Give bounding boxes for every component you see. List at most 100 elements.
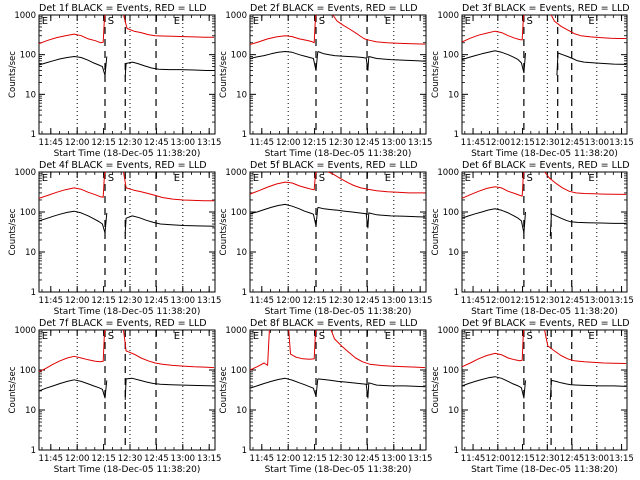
lld-line <box>123 172 215 202</box>
x-axis-label: Start Time (18-Dec-05 11:38:20) <box>471 465 618 475</box>
x-tick-label: 13:00 <box>171 138 196 148</box>
x-tick-label: 11:45 <box>39 296 64 306</box>
x-tick-label: 12:30 <box>329 296 354 306</box>
y-tick-label: 1000 <box>437 326 459 336</box>
x-tick-label: 12:30 <box>118 138 143 148</box>
interval-flag-e: E <box>385 173 391 184</box>
lld-series <box>250 330 426 371</box>
x-tick-label: 13:15 <box>609 454 634 464</box>
panel-title: Det 6f BLACK = Events, RED = LLD <box>462 160 630 171</box>
interval-flag-e: E <box>253 16 259 27</box>
events-series <box>462 208 627 237</box>
lld-line <box>123 330 215 369</box>
detector-panel-9: Det 9f BLACK = Events, RED = LLD 1 10 100 10… <box>431 318 634 475</box>
x-tick-label: 12:15 <box>302 454 327 464</box>
x-tick-label: 11:45 <box>250 138 275 148</box>
x-tick-label: 13:00 <box>585 454 610 464</box>
plot-frame <box>461 14 628 135</box>
interval-flag-e: E <box>385 331 391 342</box>
x-tick-label: 12:00 <box>65 296 90 306</box>
y-axis-label: Counts/sec <box>8 51 18 98</box>
x-tick-label: 12:30 <box>329 138 354 148</box>
interval-flag-e: E <box>465 331 471 342</box>
lld-series <box>462 330 627 368</box>
lld-line <box>250 330 270 371</box>
y-tick-label: 1 <box>31 130 36 140</box>
lld-series <box>39 330 215 373</box>
y-tick-label: 10 <box>448 248 459 258</box>
interval-flag-s: S <box>319 16 325 27</box>
panel-title: Det 1f BLACK = Events, RED = LLD <box>39 3 207 14</box>
y-axis-label: Counts/sec <box>219 51 229 98</box>
x-tick-label: 12:00 <box>486 296 511 306</box>
panel-title: Det 9f BLACK = Events, RED = LLD <box>462 318 630 329</box>
interval-flag-e: E <box>385 16 391 27</box>
x-tick-label: 12:00 <box>65 454 90 464</box>
interval-flag-s: S <box>319 331 325 342</box>
lld-line <box>544 172 627 195</box>
events-series <box>39 56 215 77</box>
lld-line <box>250 15 318 45</box>
x-tick-label: 13:15 <box>408 454 433 464</box>
lld-series <box>250 15 426 45</box>
interval-flag-s: S <box>108 16 114 27</box>
x-tick-label: 11:45 <box>461 454 486 464</box>
y-tick-label: 1 <box>242 446 247 456</box>
lld-line <box>544 330 627 364</box>
y-tick-label: 100 <box>231 366 247 376</box>
x-axis-label: Start Time (18-Dec-05 11:38:20) <box>265 307 412 317</box>
x-tick-label: 12:30 <box>535 454 560 464</box>
interval-flag-e: E <box>42 331 48 342</box>
events-line <box>317 51 426 71</box>
events-series <box>462 376 627 400</box>
interval-flag-e: E <box>253 331 259 342</box>
x-tick-label: 12:30 <box>118 296 143 306</box>
detector-panel-7: Det 7f BLACK = Events, RED = LLD 1 10 100 10… <box>8 318 221 475</box>
y-tick-label: 1000 <box>437 168 459 178</box>
panel-title: Det 5f BLACK = Events, RED = LLD <box>250 160 418 171</box>
x-tick-label: 12:00 <box>65 138 90 148</box>
interval-flag-s: S <box>527 173 533 184</box>
y-tick-label: 1000 <box>225 11 247 21</box>
interval-flag-s: S <box>527 331 533 342</box>
events-line <box>317 206 426 229</box>
events-line <box>462 50 526 74</box>
interval-flag-e: E <box>174 16 180 27</box>
lld-line <box>39 15 107 45</box>
y-tick-label: 100 <box>443 51 459 61</box>
events-line <box>250 203 319 227</box>
x-tick-label: 12:00 <box>486 138 511 148</box>
x-tick-label: 12:45 <box>560 296 585 306</box>
x-tick-label: 12:15 <box>302 138 327 148</box>
events-line <box>549 213 627 237</box>
x-tick-label: 13:00 <box>382 138 407 148</box>
x-tick-label: 12:15 <box>91 296 116 306</box>
interval-flag-e: E <box>588 331 594 342</box>
x-tick-label: 12:00 <box>276 454 301 464</box>
panel-title: Det 3f BLACK = Events, RED = LLD <box>462 3 630 14</box>
lld-line <box>39 172 107 199</box>
detector-panel-5: Det 5f BLACK = Events, RED = LLD 1 10 100 10… <box>219 160 432 317</box>
detector-panel-2: Det 2f BLACK = Events, RED = LLD 1 10 100 10… <box>219 3 432 159</box>
y-tick-label: 1000 <box>225 168 247 178</box>
x-tick-label: 13:15 <box>197 138 222 148</box>
plot-frame <box>249 329 427 451</box>
x-tick-label: 13:00 <box>585 296 610 306</box>
y-tick-label: 10 <box>236 406 247 416</box>
lld-line <box>327 172 426 194</box>
x-tick-label: 13:00 <box>585 138 610 148</box>
x-tick-label: 12:00 <box>486 454 511 464</box>
lld-line <box>462 15 526 43</box>
interval-flag-s: S <box>319 173 325 184</box>
y-axis-label: Counts/sec <box>219 208 229 255</box>
y-tick-label: 1 <box>454 130 459 140</box>
x-tick-label: 12:30 <box>329 454 354 464</box>
events-line <box>462 208 526 234</box>
interval-flag-e: E <box>42 16 48 27</box>
y-tick-label: 1 <box>454 446 459 456</box>
x-tick-label: 12:30 <box>118 454 143 464</box>
x-tick-label: 12:45 <box>560 138 585 148</box>
x-axis-label: Start Time (18-Dec-05 11:38:20) <box>265 149 412 159</box>
detector-panel-4: Det 4f BLACK = Events, RED = LLD 1 10 100 10… <box>8 160 221 317</box>
